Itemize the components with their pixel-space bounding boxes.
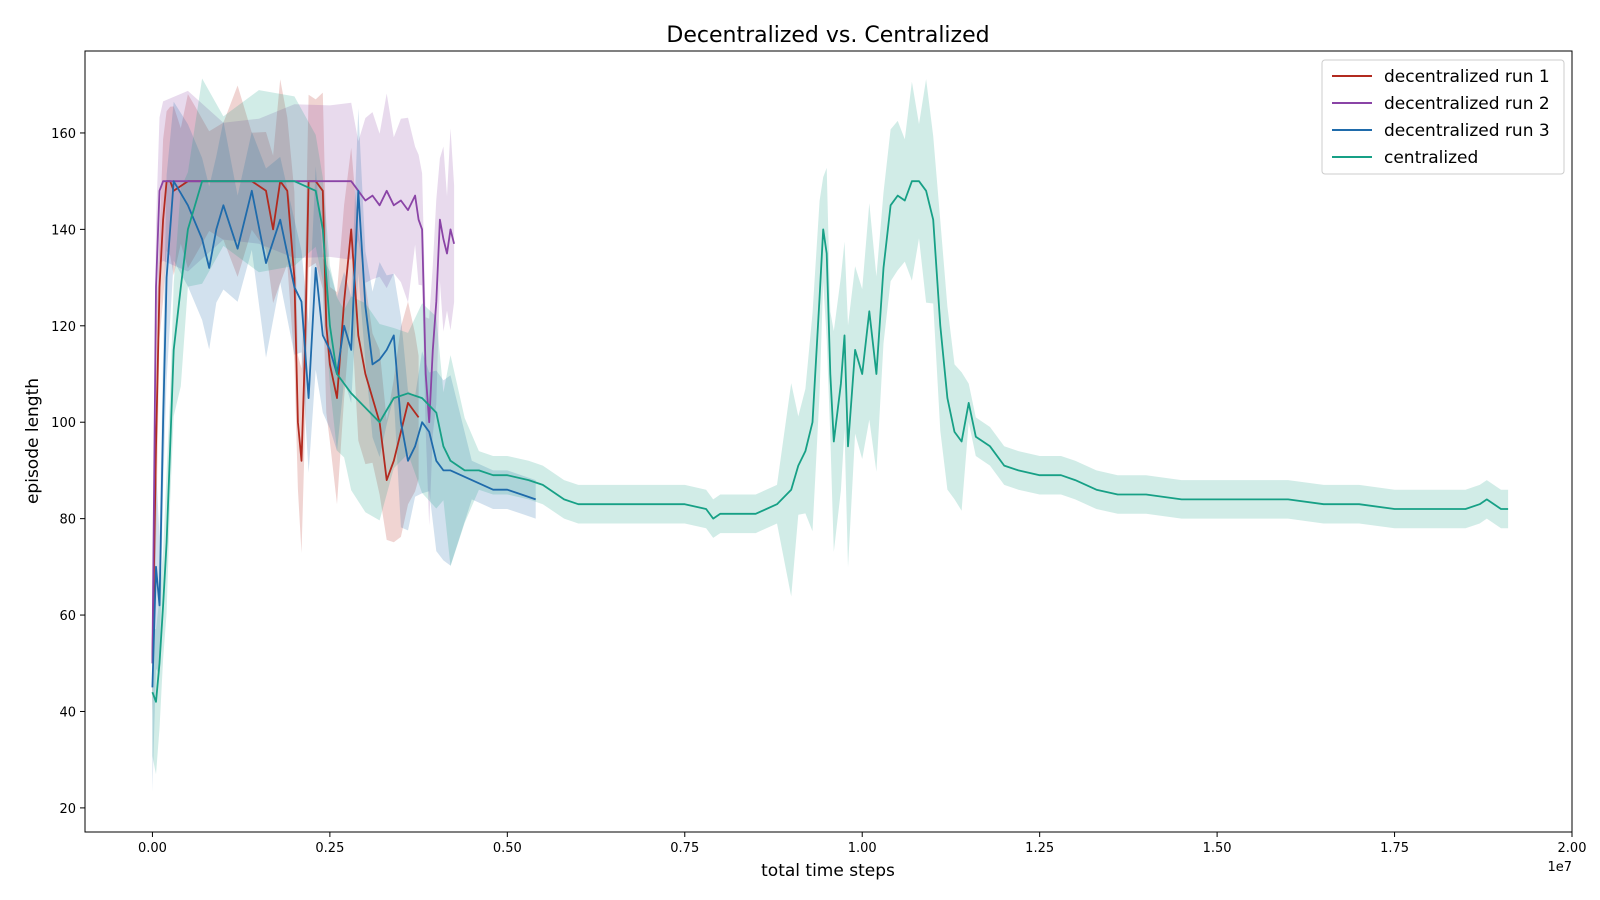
x-tick-label: 2.00 bbox=[1558, 841, 1587, 856]
x-axis-label: total time steps bbox=[761, 861, 895, 881]
y-tick-label: 100 bbox=[51, 416, 76, 431]
confidence-bands bbox=[152, 78, 1509, 792]
y-tick-label: 160 bbox=[51, 127, 76, 142]
plot-area-frame bbox=[84, 50, 1573, 833]
y-tick-label: 20 bbox=[59, 802, 76, 817]
x-axis-offset-label: 1e7 bbox=[1547, 860, 1572, 875]
legend-label: centralized bbox=[1384, 148, 1478, 168]
y-axis-label: episode length bbox=[23, 378, 43, 504]
legend-label: decentralized run 3 bbox=[1384, 121, 1550, 141]
x-tick-label: 0.75 bbox=[670, 841, 699, 856]
series-line bbox=[151, 180, 1509, 703]
x-tick-label: 1.00 bbox=[848, 841, 877, 856]
x-tick-label: 0.25 bbox=[315, 841, 344, 856]
y-tick-label: 120 bbox=[51, 320, 76, 335]
series-band bbox=[152, 90, 455, 723]
y-tick-label: 40 bbox=[59, 705, 76, 720]
x-tick-label: 1.25 bbox=[1025, 841, 1054, 856]
x-axis-ticks: 0.00 0.25 0.50 0.75 1.00 1.25 1.50 1.75 2.00 bbox=[138, 832, 1587, 856]
series-band bbox=[152, 101, 536, 792]
y-tick-label: 140 bbox=[51, 223, 76, 238]
legend-label: decentralized run 1 bbox=[1384, 67, 1550, 87]
y-tick-label: 60 bbox=[59, 609, 76, 624]
x-tick-label: 1.75 bbox=[1380, 841, 1409, 856]
y-axis-ticks: 20 40 60 80 100 120 140 160 bbox=[51, 127, 85, 817]
legend-label: decentralized run 2 bbox=[1384, 94, 1550, 114]
x-tick-label: 1.50 bbox=[1203, 841, 1232, 856]
y-tick-label: 80 bbox=[59, 513, 76, 528]
x-tick-label: 0.00 bbox=[138, 841, 167, 856]
series-lines bbox=[151, 180, 1509, 703]
legend-frame bbox=[1321, 59, 1565, 175]
x-tick-label: 0.50 bbox=[493, 841, 522, 856]
series-band bbox=[152, 78, 1509, 775]
chart-title: Decentralized vs. Centralized bbox=[666, 23, 989, 48]
legend: decentralized run 1 decentralized run 2 de… bbox=[1321, 59, 1565, 175]
